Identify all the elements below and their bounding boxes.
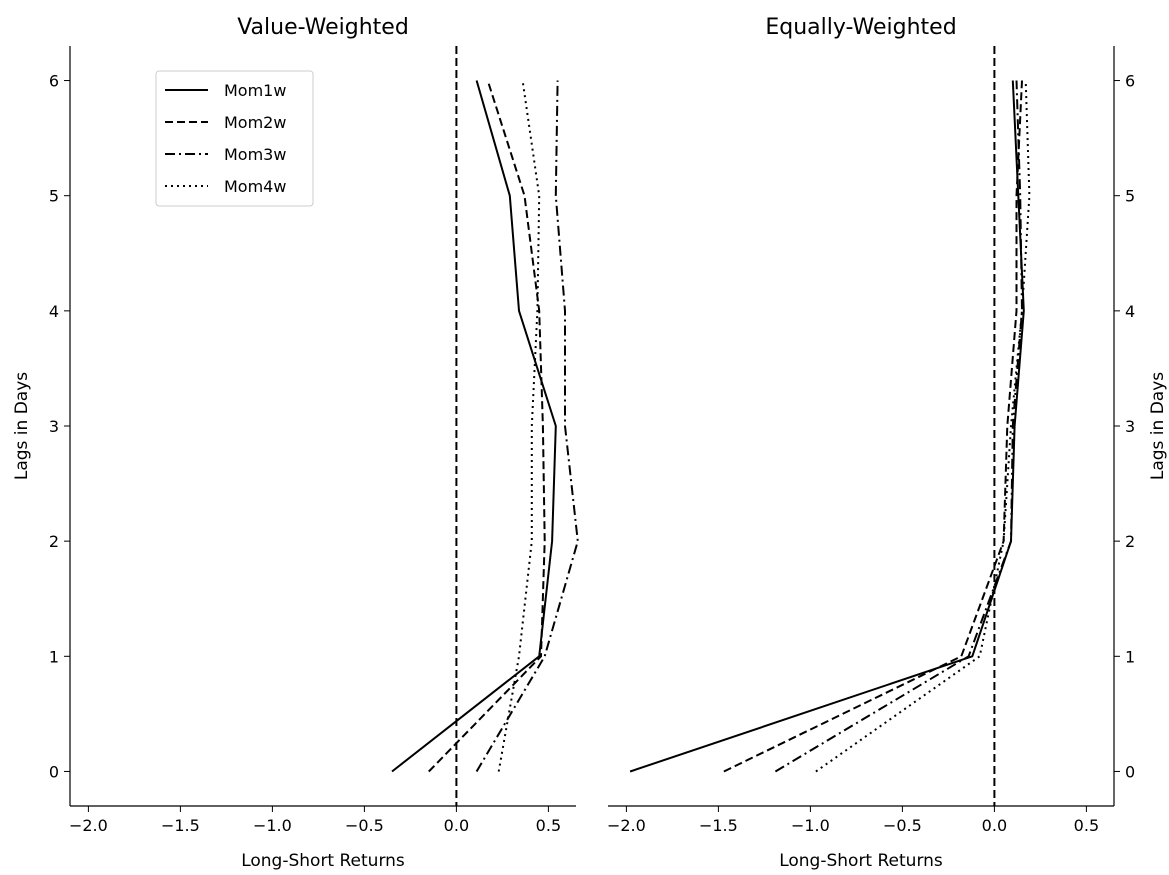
y-tick-label: 1: [1125, 647, 1135, 666]
x-tick-label: −1.0: [253, 816, 292, 835]
y-tick-label: 6: [49, 72, 59, 91]
x-tick-label: −2.0: [69, 816, 108, 835]
x-tick-label: 0.0: [982, 816, 1007, 835]
legend-label: Mom2w: [224, 113, 286, 132]
x-tick-label: −2.0: [607, 816, 646, 835]
legend-label: Mom3w: [224, 145, 286, 164]
y-tick-label: 6: [1125, 72, 1135, 91]
y-tick-label: 5: [49, 187, 59, 206]
y-tick-label: 2: [1125, 532, 1135, 551]
y-tick-label: 2: [49, 532, 59, 551]
legend-box: [155, 70, 314, 207]
series-line-mom3w: [774, 80, 1023, 773]
y-tick-label: 4: [1125, 302, 1135, 321]
series-line-mom2w: [428, 80, 546, 773]
panel-title: Equally-Weighted: [765, 15, 956, 40]
legend-label: Mom1w: [224, 81, 286, 100]
y-tick-label: 3: [1125, 417, 1135, 436]
x-tick-label: −1.0: [791, 816, 830, 835]
series-line-mom2w: [723, 80, 1023, 773]
x-tick-label: −1.5: [699, 816, 738, 835]
x-tick-label: 0.5: [1074, 816, 1099, 835]
x-tick-label: −0.5: [345, 816, 384, 835]
series-line-mom1w: [629, 80, 1025, 773]
y-tick-label: 1: [49, 647, 59, 666]
y-axis-label: Lags in Days: [12, 372, 32, 480]
y-tick-label: 0: [49, 762, 59, 781]
series-line-mom1w: [391, 80, 557, 773]
panel-0: Value-Weighted −2.0 −1.5 −1.0 −0.5 0.0 0.5 0 1 2 3…: [12, 15, 579, 871]
series-line-mom4w: [497, 80, 541, 772]
panel-title: Value-Weighted: [237, 15, 409, 40]
y-tick-label: 0: [1125, 762, 1135, 781]
x-tick-label: −0.5: [883, 816, 922, 835]
x-tick-label: −1.5: [161, 816, 200, 835]
x-axis-label: Long-Short Returns: [241, 851, 405, 870]
legend: Mom1w Mom2w Mom3w Mom4w: [155, 70, 314, 207]
y-tick-label: 5: [1125, 187, 1135, 206]
x-axis-label: Long-Short Returns: [779, 851, 943, 870]
series-line-mom4w: [815, 80, 1031, 773]
series-line-mom3w: [475, 80, 579, 773]
x-tick-label: 0.5: [536, 816, 561, 835]
legend-label: Mom4w: [224, 177, 286, 196]
x-tick-label: 0.0: [444, 816, 469, 835]
y-tick-label: 4: [49, 302, 59, 321]
y-tick-label: 3: [49, 417, 59, 436]
panel-1: Equally-Weighted −2.0 −1.5 −1.0 −0.5 0.0 0.5 0 1…: [607, 15, 1168, 871]
y-axis-label: Lags in Days: [1148, 372, 1168, 480]
